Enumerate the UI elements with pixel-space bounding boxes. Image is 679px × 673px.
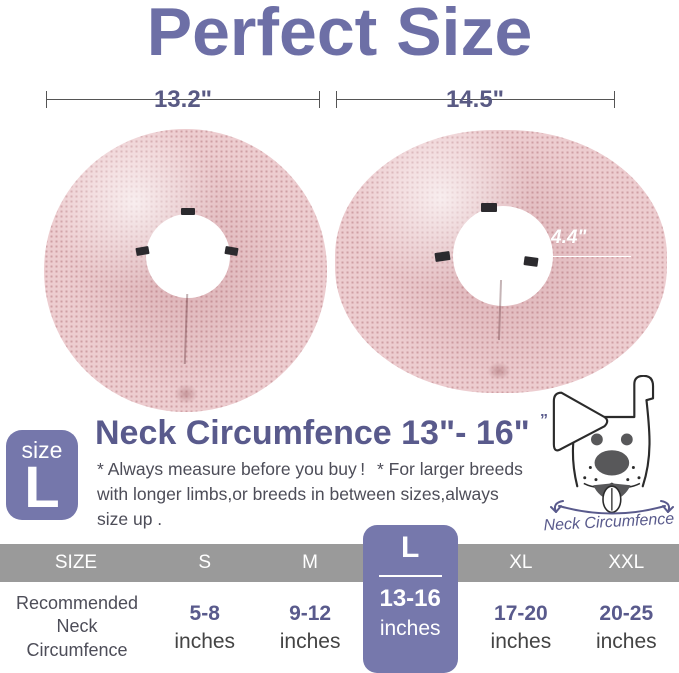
- svg-text:Neck Circumfence: Neck Circumfence: [543, 511, 675, 535]
